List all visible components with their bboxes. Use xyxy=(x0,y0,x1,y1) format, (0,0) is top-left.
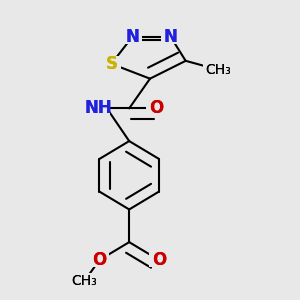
Text: N: N xyxy=(164,28,178,46)
Text: CH₃: CH₃ xyxy=(206,63,231,77)
Text: O: O xyxy=(152,251,166,269)
FancyBboxPatch shape xyxy=(85,101,110,116)
Text: O: O xyxy=(149,99,163,117)
Text: CH₃: CH₃ xyxy=(72,274,98,288)
Text: S: S xyxy=(105,55,117,73)
Text: O: O xyxy=(92,251,106,269)
FancyBboxPatch shape xyxy=(90,253,109,267)
FancyBboxPatch shape xyxy=(203,62,234,77)
Text: CH₃: CH₃ xyxy=(72,274,98,288)
FancyBboxPatch shape xyxy=(123,30,142,44)
Text: O: O xyxy=(149,99,163,117)
Text: O: O xyxy=(92,251,106,269)
FancyBboxPatch shape xyxy=(69,273,100,288)
Text: O: O xyxy=(152,251,166,269)
FancyBboxPatch shape xyxy=(102,56,121,71)
Text: N: N xyxy=(125,28,139,46)
Text: CH₃: CH₃ xyxy=(206,63,231,77)
Text: NH: NH xyxy=(84,99,112,117)
FancyBboxPatch shape xyxy=(161,30,180,44)
Text: S: S xyxy=(105,55,117,73)
Text: N: N xyxy=(164,28,178,46)
FancyBboxPatch shape xyxy=(146,101,166,116)
FancyBboxPatch shape xyxy=(149,253,168,267)
Text: N: N xyxy=(125,28,139,46)
Text: NH: NH xyxy=(84,99,112,117)
